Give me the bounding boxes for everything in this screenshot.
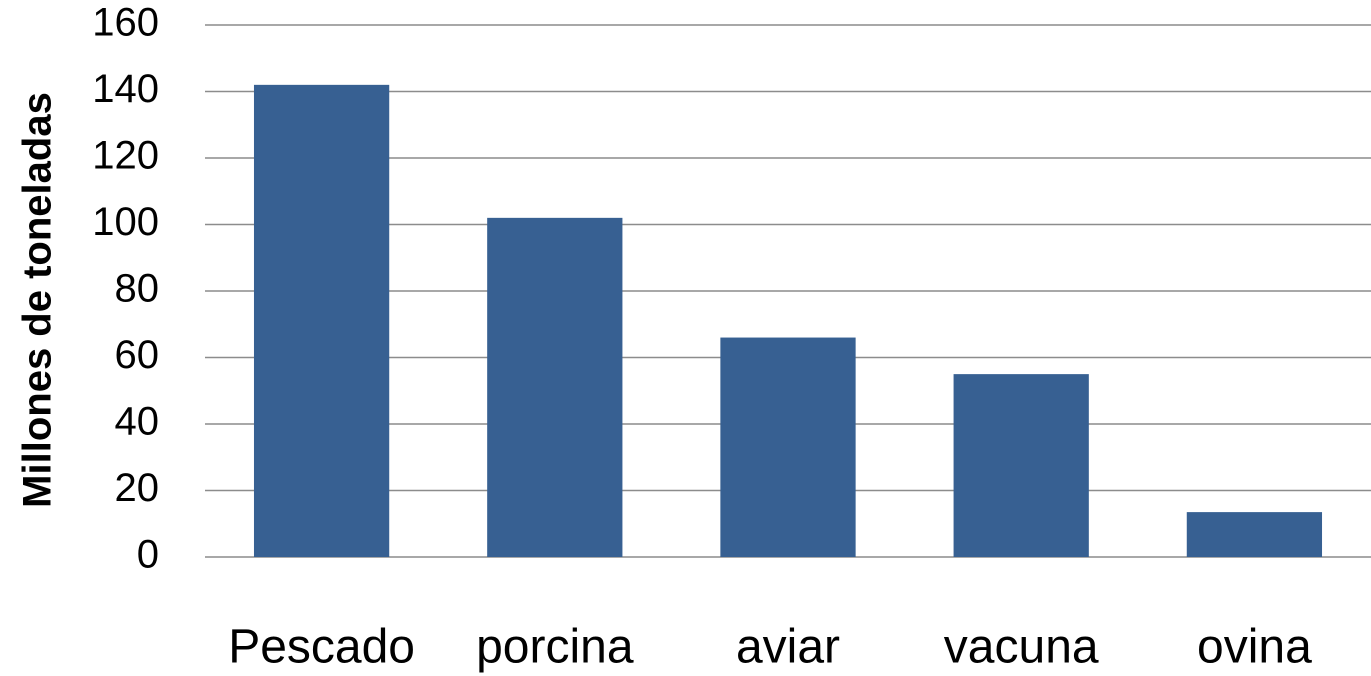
y-tick-label: 40 [115, 400, 160, 444]
y-axis-label: Millones de toneladas [16, 92, 60, 508]
y-tick-label: 160 [92, 1, 159, 45]
bar [720, 337, 856, 557]
y-tick-label: 80 [115, 267, 160, 311]
bar [1186, 512, 1323, 557]
x-tick-label: porcina [476, 621, 634, 674]
y-tick-label: 140 [92, 67, 159, 111]
x-tick-label: vacuna [944, 621, 1099, 674]
y-tick-label: 100 [92, 200, 159, 244]
bar [953, 374, 1089, 557]
y-tick-label: 20 [115, 466, 160, 510]
x-tick-label: Pescado [228, 621, 415, 674]
y-tick-label: 0 [137, 533, 159, 577]
x-tick-label: ovina [1197, 621, 1312, 674]
y-tick-label: 120 [92, 134, 159, 178]
bar [487, 217, 623, 557]
x-tick-label: aviar [736, 621, 840, 674]
bar [253, 84, 390, 557]
y-tick-label: 60 [115, 333, 160, 377]
